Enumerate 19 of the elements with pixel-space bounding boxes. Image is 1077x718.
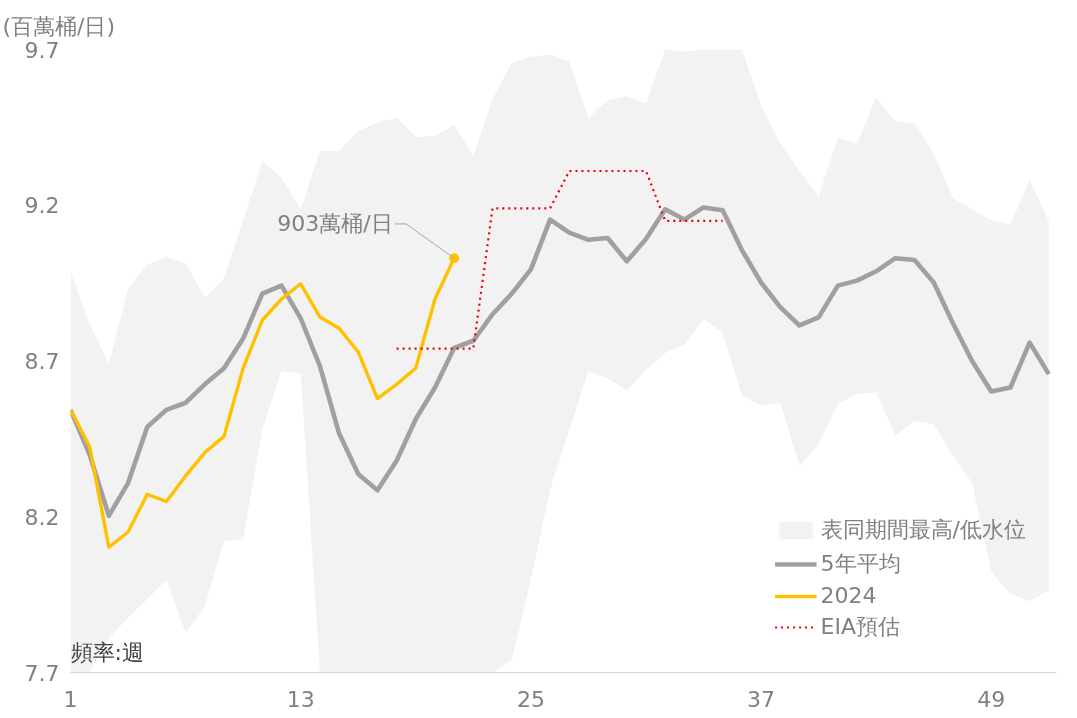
y-tick-label: 9.7 bbox=[24, 37, 60, 63]
x-tick-label: 1 bbox=[63, 686, 78, 712]
annotation: 頻率:週 bbox=[70, 639, 144, 665]
legend-label: EIA預估 bbox=[820, 613, 901, 641]
annotation: 903萬桶/日 bbox=[277, 211, 393, 237]
annotation: 表同期間最高/低水位 bbox=[820, 516, 1026, 544]
x-tick-label: 13 bbox=[286, 686, 315, 712]
y-tick-label: 8.2 bbox=[24, 504, 60, 530]
x-tick-label: 37 bbox=[747, 686, 776, 712]
x-tick-label: 49 bbox=[977, 686, 1006, 712]
y-tick-label: 8.7 bbox=[24, 349, 60, 374]
x-tick-label: 25 bbox=[516, 686, 545, 712]
y-axis-title: (百萬桶/日) bbox=[2, 13, 116, 39]
legend-label: 5年平均 bbox=[820, 550, 901, 578]
y-tick-label: 9.2 bbox=[24, 193, 60, 219]
line-series bbox=[70, 205, 1052, 519]
y-tick-label: 7.7 bbox=[24, 660, 60, 686]
legend-label: 2024 bbox=[820, 583, 877, 608]
line-series bbox=[395, 169, 724, 350]
